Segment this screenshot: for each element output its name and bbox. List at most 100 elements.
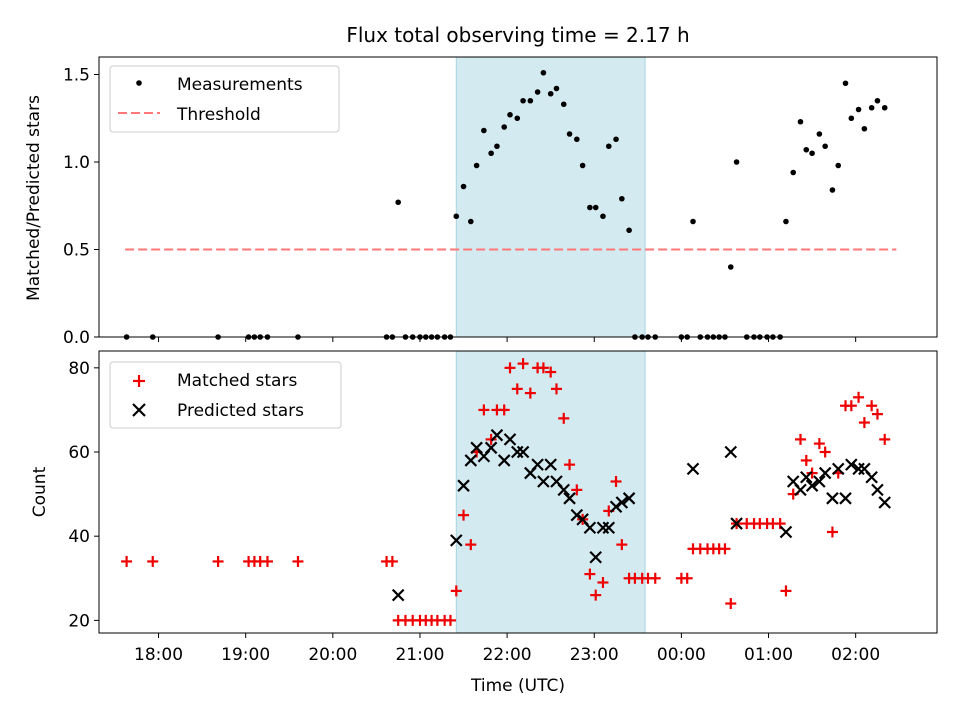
matched-star-point xyxy=(504,362,516,374)
measurement-point xyxy=(494,143,500,150)
legend-predicted-marker xyxy=(132,403,146,417)
matched-star-point xyxy=(478,404,490,416)
matched-star-point xyxy=(558,412,570,424)
matched-star-point xyxy=(212,555,224,567)
matched-star-point xyxy=(649,572,661,584)
measurement-point xyxy=(868,104,875,111)
measurement-point xyxy=(803,146,810,153)
predicted-star-point xyxy=(686,462,700,476)
legend-matched-label: Matched stars xyxy=(177,371,297,391)
matched-star-point xyxy=(780,585,792,597)
top-panel: 0.0 0.5 1.0 1.5 Matched/Predicted stars Mea… xyxy=(24,56,938,348)
predicted-star-point xyxy=(484,441,498,455)
predicted-star-point xyxy=(826,492,839,505)
matched-star-point xyxy=(458,509,470,521)
predicted-star-point xyxy=(537,475,550,488)
measurement-point xyxy=(790,169,797,176)
predicted-star-point xyxy=(391,588,405,602)
predicted-star-point xyxy=(563,492,576,505)
y-tick-label: 1.5 xyxy=(63,66,90,86)
measurement-point xyxy=(861,125,868,132)
predicted-star-point xyxy=(779,525,793,539)
x-tick-label: 02:00 xyxy=(831,645,880,665)
y-tick-label: 60 xyxy=(68,443,90,463)
measurement-point xyxy=(881,104,888,111)
matched-star-point xyxy=(725,598,737,610)
legend-matched-marker xyxy=(133,375,145,387)
matched-star-point xyxy=(845,400,857,412)
measurement-point xyxy=(797,118,804,125)
measurement-point xyxy=(587,204,593,211)
matched-star-point xyxy=(517,358,529,370)
top-legend: Measurements Threshold xyxy=(109,65,340,133)
predicted-star-point xyxy=(570,508,584,522)
predicted-star-point xyxy=(516,445,530,459)
matched-star-point xyxy=(485,433,497,445)
matched-star-point xyxy=(590,589,602,601)
measurement-point xyxy=(553,85,560,92)
measurement-point xyxy=(829,187,836,193)
chart-title: Flux total observing time = 2.17 h xyxy=(346,23,689,47)
matched-star-point xyxy=(871,408,883,420)
matched-star-point xyxy=(866,400,878,412)
x-tick-label: 19:00 xyxy=(221,645,270,665)
y-tick-label: 1.0 xyxy=(63,153,90,173)
matched-star-point xyxy=(537,362,549,374)
matched-star-point xyxy=(261,555,273,567)
measurement-point xyxy=(733,159,740,165)
matched-star-point xyxy=(564,459,576,471)
predicted-star-point xyxy=(794,483,807,497)
bottom-panel: 20 40 60 80 18:00 19:00 20:00 21:00 22:00 23:00 0… xyxy=(30,350,938,696)
matched-star-point xyxy=(597,576,609,588)
measurement-point xyxy=(842,80,849,87)
matched-star-point xyxy=(610,475,622,487)
matched-star-point xyxy=(121,555,133,567)
measurement-point xyxy=(855,106,862,113)
measurement-point xyxy=(816,131,823,137)
matched-star-point xyxy=(498,404,510,416)
measurement-point xyxy=(626,227,632,234)
predicted-star-point xyxy=(602,521,616,535)
predicted-star-point xyxy=(497,454,511,467)
predicted-star-point xyxy=(490,428,504,442)
x-tick-label: 18:00 xyxy=(134,645,183,665)
bottom-axes-frame xyxy=(98,350,938,634)
predicted-stars-points xyxy=(391,428,891,602)
x-tick-label: 23:00 xyxy=(570,645,619,665)
predicted-star-point xyxy=(544,458,557,471)
measurement-point xyxy=(507,111,513,118)
measurement-point xyxy=(527,97,534,104)
matched-star-point xyxy=(794,433,806,445)
top-axes-frame xyxy=(98,56,938,338)
matched-star-point xyxy=(292,555,304,567)
matched-star-point xyxy=(444,614,456,626)
predicted-star-point xyxy=(839,492,852,505)
matched-star-point xyxy=(813,438,825,450)
x-axis-label: Time (UTC) xyxy=(470,676,565,696)
top-legend-box xyxy=(109,65,340,133)
matched-star-point xyxy=(584,568,596,580)
matched-star-point xyxy=(450,585,462,597)
predicted-star-point xyxy=(589,550,602,564)
predicted-star-point xyxy=(464,454,478,467)
measurement-point xyxy=(540,69,547,76)
measurement-point xyxy=(473,162,480,169)
measurement-point xyxy=(592,204,599,211)
y-tick-label: 20 xyxy=(68,611,90,631)
predicted-star-point xyxy=(845,458,858,471)
y-tick-label: 0.5 xyxy=(63,241,90,261)
predicted-star-point xyxy=(805,479,819,492)
measurement-point xyxy=(600,213,606,220)
bottom-shaded-window xyxy=(455,350,646,634)
bottom-x-ticks: 18:00 19:00 20:00 21:00 22:00 23:00 00:00 01:00… xyxy=(134,633,880,665)
measurement-point xyxy=(783,218,789,225)
measurement-point xyxy=(874,97,881,104)
matched-star-point xyxy=(826,526,838,538)
measurement-point xyxy=(481,127,487,134)
measurement-point xyxy=(467,218,474,225)
matched-star-point xyxy=(616,539,628,551)
measurement-point xyxy=(613,136,619,143)
measurement-point xyxy=(460,183,467,190)
matched-star-point xyxy=(386,555,398,567)
